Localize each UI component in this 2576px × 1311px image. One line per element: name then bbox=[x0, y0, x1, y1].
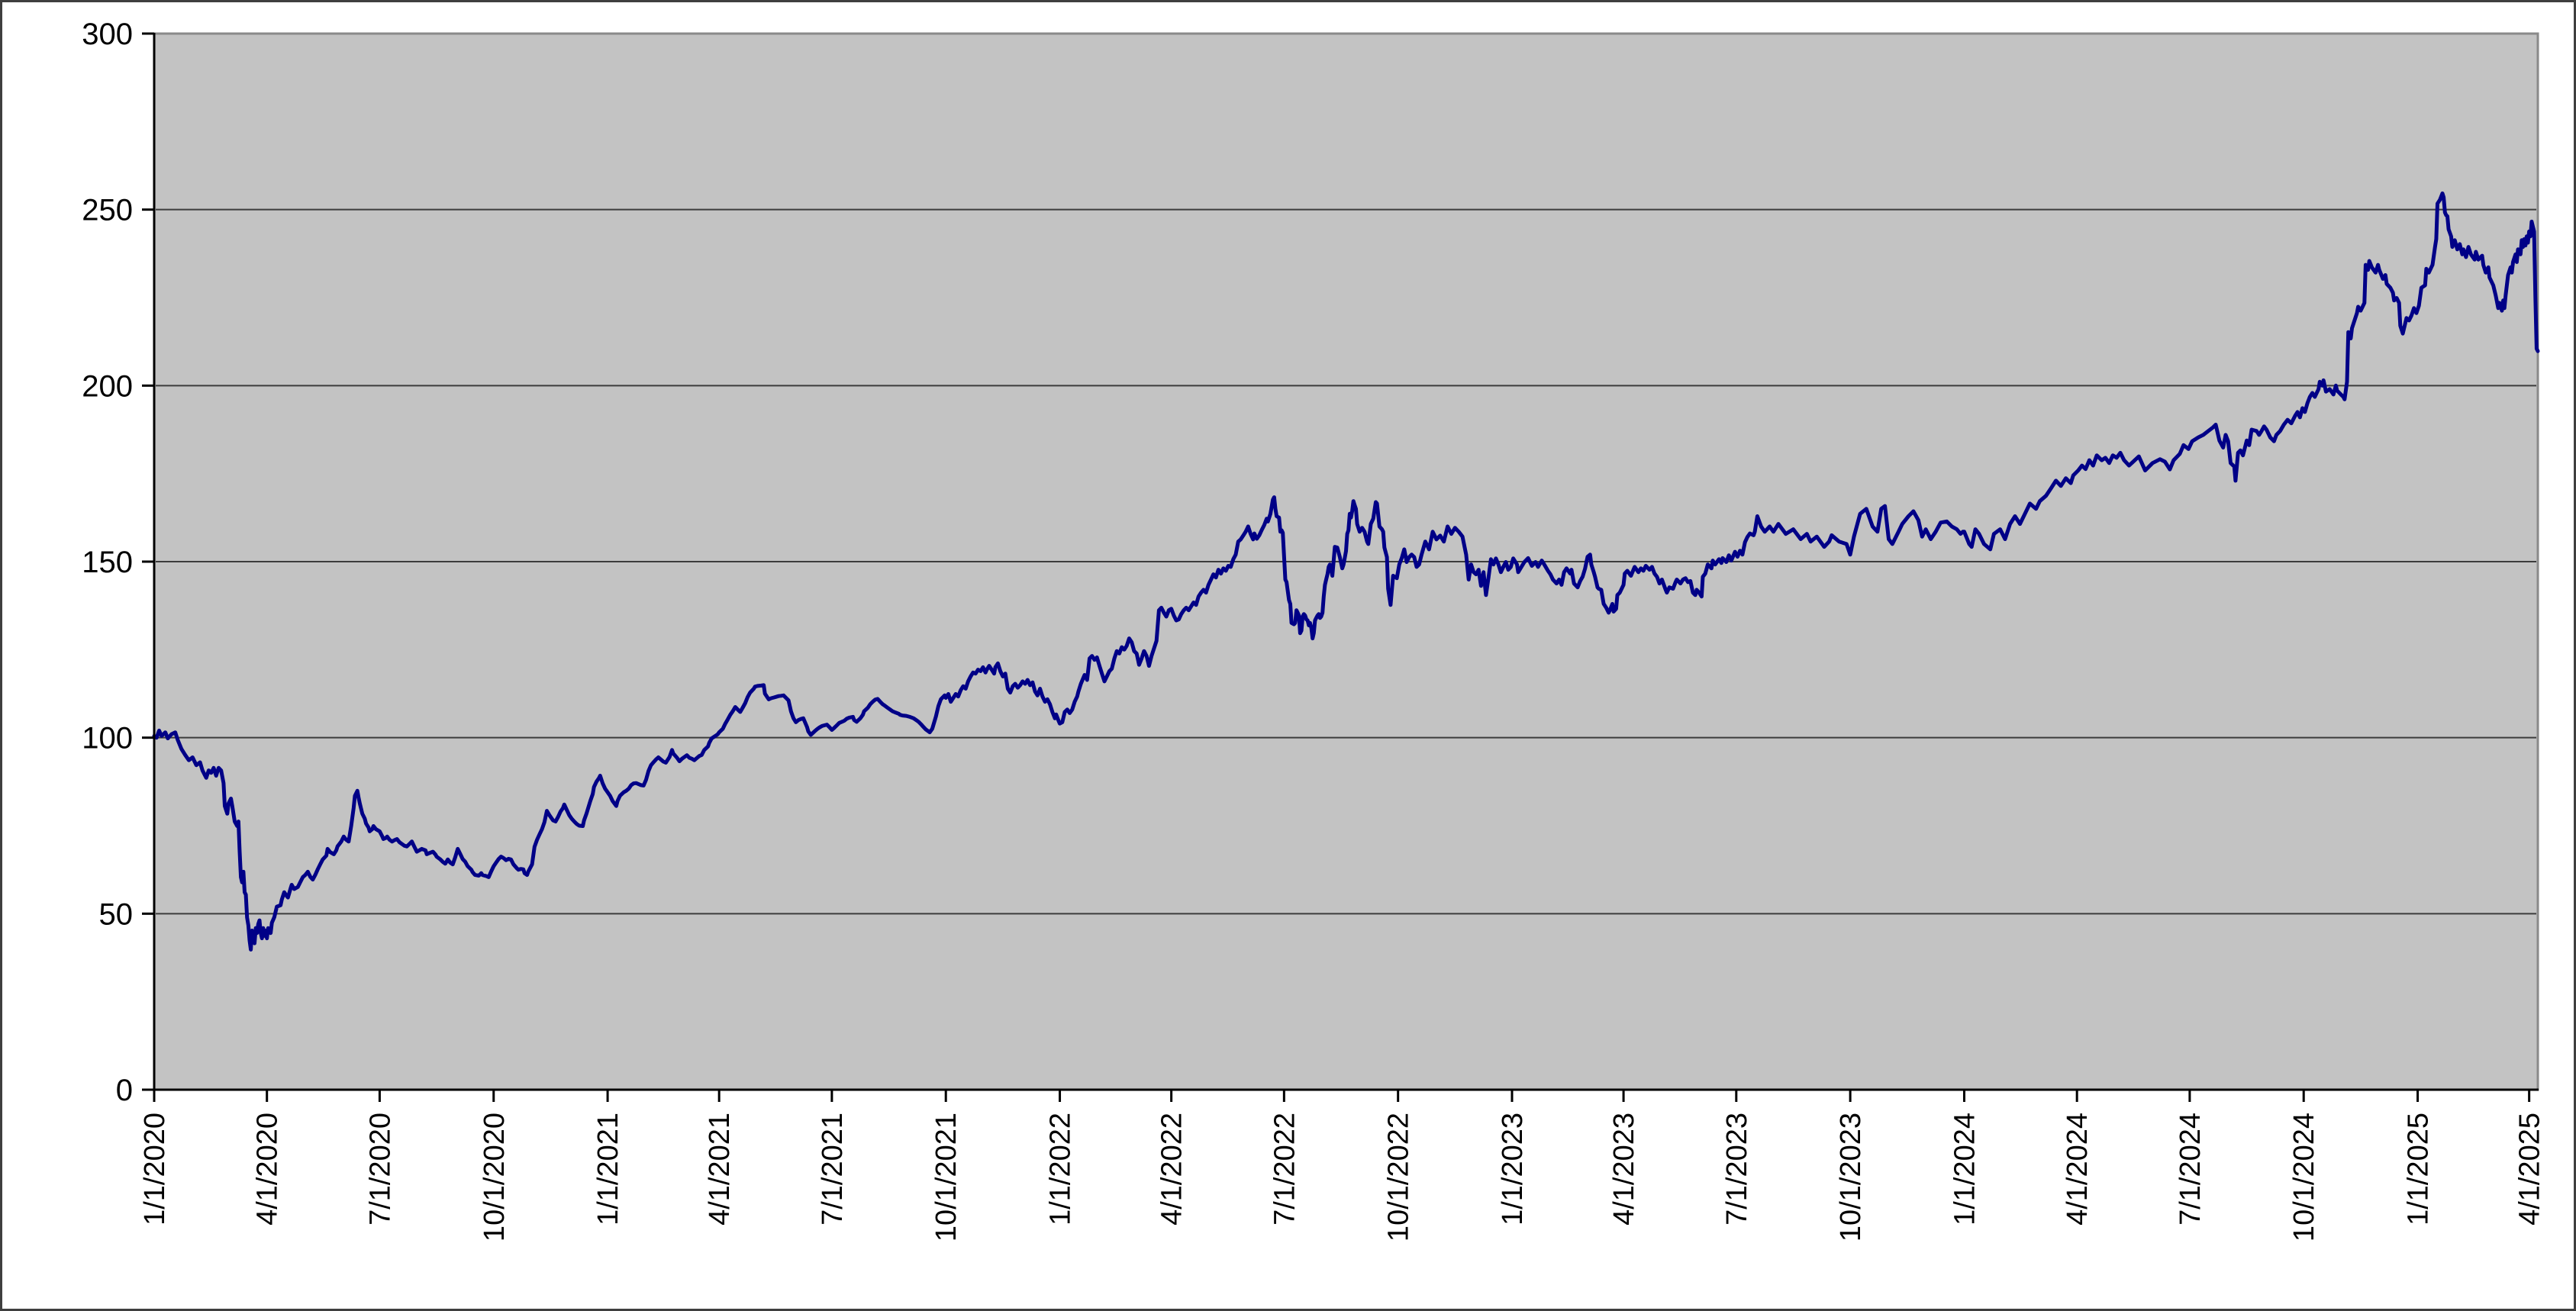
y-axis-label: 50 bbox=[99, 897, 134, 931]
x-axis-label: 1/1/2024 bbox=[1949, 1113, 1981, 1226]
y-axis-labels: 0 50 100 150 200 250 300 bbox=[82, 18, 133, 1107]
x-axis-label: 4/1/2025 bbox=[2514, 1113, 2546, 1226]
y-axis-label: 300 bbox=[82, 18, 133, 51]
x-axis-label: 4/1/2021 bbox=[704, 1113, 736, 1226]
x-axis-label: 7/1/2020 bbox=[364, 1113, 396, 1226]
x-axis-label: 1/1/2021 bbox=[592, 1113, 624, 1226]
x-axis-label: 10/1/2022 bbox=[1383, 1113, 1415, 1242]
x-axis-label: 1/1/2020 bbox=[139, 1113, 171, 1226]
price-line bbox=[152, 191, 2540, 952]
y-axis-label: 200 bbox=[82, 369, 133, 403]
y-axis-label: 150 bbox=[82, 546, 133, 579]
x-axis-label: 7/1/2024 bbox=[2175, 1113, 2207, 1226]
x-axis-label: 1/1/2023 bbox=[1497, 1113, 1529, 1226]
x-axis-label: 4/1/2024 bbox=[2062, 1113, 2094, 1226]
x-axis-labels: 1/1/2020 4/1/2020 7/1/2020 10/1/2020 1/1/202… bbox=[139, 1113, 2546, 1242]
x-axis-label: 1/1/2025 bbox=[2403, 1113, 2435, 1226]
x-axis-label: 4/1/2023 bbox=[1608, 1113, 1640, 1226]
x-axis-label: 7/1/2021 bbox=[817, 1113, 849, 1226]
y-axis-label: 250 bbox=[82, 194, 133, 227]
x-axis-label: 7/1/2022 bbox=[1269, 1113, 1301, 1226]
x-axis-label: 1/1/2022 bbox=[1045, 1113, 1077, 1226]
series-line bbox=[152, 191, 2540, 952]
x-axis-label: 10/1/2023 bbox=[1835, 1113, 1867, 1242]
x-axis-label: 4/1/2020 bbox=[252, 1113, 284, 1226]
gridlines bbox=[156, 208, 2536, 915]
y-axis-label: 100 bbox=[82, 722, 133, 755]
x-axis-label: 7/1/2023 bbox=[1721, 1113, 1753, 1226]
x-axis-label: 10/1/2024 bbox=[2288, 1113, 2320, 1242]
x-axis-label: 4/1/2022 bbox=[1156, 1113, 1188, 1226]
tick-marks bbox=[142, 32, 2531, 1102]
x-axis-label: 10/1/2020 bbox=[479, 1113, 511, 1242]
y-axis-label: 0 bbox=[116, 1074, 133, 1107]
x-axis-label: 10/1/2021 bbox=[930, 1113, 962, 1242]
